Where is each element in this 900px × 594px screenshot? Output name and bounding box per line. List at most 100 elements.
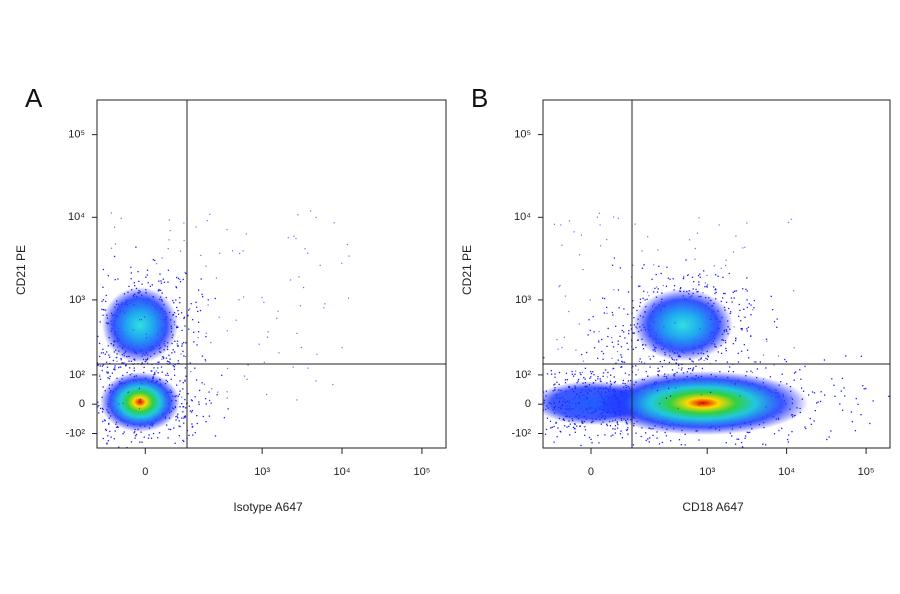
y-tick-label: 10² <box>69 369 85 381</box>
event-dot <box>593 374 595 376</box>
event-dot <box>126 371 128 374</box>
event-dot <box>184 367 187 369</box>
event-dot <box>893 358 894 359</box>
event-dot <box>732 343 734 345</box>
event-dot <box>598 212 600 214</box>
event-dot <box>751 382 754 385</box>
event-dot <box>599 378 601 380</box>
event-dot <box>657 288 659 290</box>
event-dot <box>720 267 722 269</box>
event-dot <box>813 392 816 394</box>
event-dot <box>553 384 555 386</box>
event-dot <box>617 289 620 291</box>
event-dot <box>118 403 120 405</box>
event-dot <box>655 273 657 276</box>
event-dot <box>154 259 156 262</box>
event-dot <box>680 287 682 289</box>
event-dot <box>180 312 183 314</box>
event-dot <box>106 371 108 373</box>
event-dot <box>601 412 603 414</box>
event-dot <box>750 314 752 316</box>
event-dot <box>110 247 113 249</box>
event-dot <box>604 434 606 436</box>
event-dot <box>76 384 77 385</box>
event-dot <box>58 409 59 410</box>
event-dot <box>183 222 185 224</box>
event-dot <box>762 443 764 445</box>
event-dot <box>196 422 198 425</box>
event-dot <box>175 306 178 309</box>
event-dot <box>111 372 114 374</box>
event-dot <box>840 390 842 392</box>
x-axis-label: CD18 A647 <box>682 500 744 514</box>
event-dot <box>707 356 710 358</box>
event-dot <box>107 377 109 379</box>
event-dot <box>702 292 704 294</box>
event-dot <box>161 371 163 373</box>
event-dot <box>741 327 743 330</box>
event-dot <box>90 310 91 311</box>
event-dot <box>706 286 708 288</box>
event-dot <box>120 359 122 361</box>
event-dot <box>634 365 637 367</box>
event-dot <box>173 374 176 376</box>
event-dot <box>715 449 716 450</box>
event-dot <box>572 426 575 428</box>
event-dot <box>584 385 586 388</box>
event-dot <box>639 285 641 287</box>
event-dot <box>646 298 648 300</box>
event-dot <box>844 395 846 397</box>
event-dot <box>745 380 747 382</box>
event-dot <box>263 301 265 304</box>
event-dot <box>131 373 133 375</box>
event-dot <box>80 317 81 318</box>
event-dot <box>786 438 789 441</box>
event-dot <box>751 371 754 373</box>
event-dot <box>180 353 182 355</box>
event-dot <box>293 235 295 237</box>
event-dot <box>784 358 786 361</box>
event-dot <box>765 338 768 340</box>
event-dot <box>612 368 614 370</box>
event-dot <box>511 383 512 384</box>
event-dot <box>605 306 608 309</box>
event-dot <box>613 376 615 378</box>
event-dot <box>101 369 103 372</box>
event-dot <box>738 449 739 450</box>
event-dot <box>346 243 349 246</box>
event-dot <box>788 221 790 224</box>
event-dot <box>893 372 894 373</box>
event-dot <box>565 372 568 374</box>
event-dot <box>181 329 183 332</box>
event-dot <box>834 395 836 397</box>
event-dot <box>150 437 153 439</box>
event-dot <box>184 416 187 418</box>
event-dot <box>194 396 196 398</box>
event-dot <box>171 352 173 354</box>
event-dot <box>579 372 581 374</box>
event-dot <box>741 446 744 448</box>
event-dot <box>639 305 641 307</box>
event-dot <box>104 300 107 303</box>
event-dot <box>175 287 178 289</box>
event-dot <box>573 408 575 410</box>
event-dot <box>558 401 561 403</box>
event-dot <box>238 299 240 301</box>
event-dot <box>637 451 638 452</box>
event-dot <box>150 370 152 372</box>
event-dot <box>733 297 735 299</box>
event-dot <box>677 450 678 451</box>
event-dot <box>658 459 659 460</box>
event-dot <box>143 366 145 369</box>
event-dot <box>88 392 89 393</box>
event-dot <box>537 390 538 391</box>
event-dot <box>173 302 175 304</box>
event-dot <box>333 222 335 224</box>
event-dot <box>860 355 863 358</box>
density-cloud <box>633 289 733 361</box>
event-dot <box>652 355 655 357</box>
event-dot <box>727 370 730 373</box>
event-dot <box>522 415 523 416</box>
event-dot <box>821 456 822 457</box>
event-dot <box>183 316 186 319</box>
